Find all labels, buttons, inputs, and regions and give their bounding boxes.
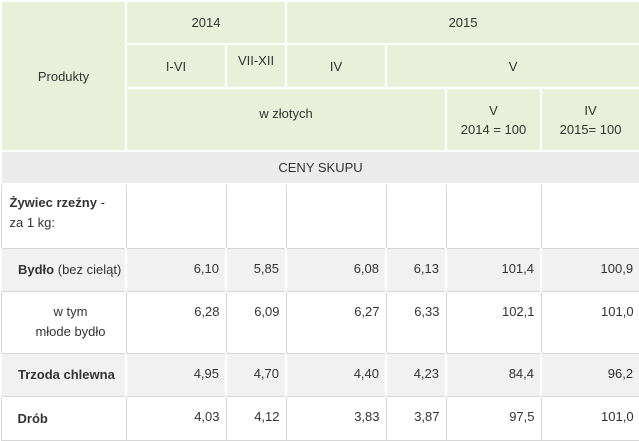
header-unit: w złotych <box>124 87 448 152</box>
row-label: Żywiec rzeźny - za 1 kg: <box>0 183 127 249</box>
value-cell: 4,70 <box>224 352 288 397</box>
row-label: w tym młode bydło <box>0 290 127 354</box>
value-cell: 4,12 <box>225 395 287 441</box>
value-cell: 3,87 <box>385 395 447 441</box>
label: Żywiec rzeźny <box>9 195 97 210</box>
header-period: I-VI <box>125 43 227 89</box>
value-cell: 4,03 <box>125 395 227 441</box>
label-line: w tym <box>53 304 88 319</box>
value-cell: 100,9 <box>540 247 639 292</box>
header-produkty: Produkty <box>0 0 127 152</box>
header-index: IV 2015= 100 <box>540 87 639 152</box>
header-period: V <box>385 43 639 89</box>
value-cell: 4,23 <box>385 352 448 397</box>
index-line: V <box>489 102 498 118</box>
value-cell: 6,09 <box>225 290 287 354</box>
row-label: Drób <box>0 395 127 441</box>
index-line: 2015= 100 <box>559 121 622 137</box>
value-cell: 6,10 <box>125 247 227 292</box>
label: Trzoda chlewna <box>18 367 115 382</box>
value-cell: 4,40 <box>285 352 388 397</box>
header-year: 2015 <box>285 0 639 45</box>
cell <box>225 183 287 249</box>
value-cell: 96,2 <box>540 352 639 397</box>
value-cell: 101,0 <box>540 290 639 354</box>
header-index: V 2014 = 100 <box>445 87 543 152</box>
label-line: młode bydło <box>35 324 106 339</box>
cell <box>125 183 227 249</box>
value-cell: 6,28 <box>125 290 227 354</box>
value-cell: 6,13 <box>385 247 448 292</box>
value-cell: 3,83 <box>285 395 387 441</box>
value-cell: 6,27 <box>285 290 387 354</box>
value-cell: 97,5 <box>445 395 542 441</box>
value-cell: 4,95 <box>125 352 227 397</box>
label: Drób <box>17 410 48 426</box>
row-label: Trzoda chlewna <box>0 352 127 397</box>
section-title: CENY SKUPU <box>0 150 639 185</box>
label-note: - za 1 kg: <box>9 195 105 230</box>
value-cell: 5,85 <box>224 247 288 292</box>
header-year: 2014 <box>124 0 288 45</box>
value-cell: 101,0 <box>540 395 639 441</box>
label: Bydło <box>18 262 55 277</box>
header-period: VII-XII <box>224 43 288 89</box>
index-line: 2014 = 100 <box>460 121 527 137</box>
index-line: IV <box>584 102 597 118</box>
header-period: IV <box>285 43 388 89</box>
label-note: (bez cieląt) <box>57 262 122 277</box>
value-cell: 84,4 <box>445 352 543 397</box>
cell <box>445 183 542 249</box>
cell <box>285 183 387 249</box>
cell <box>540 183 639 249</box>
value-cell: 101,4 <box>445 247 543 292</box>
value-cell: 6,33 <box>385 290 447 354</box>
value-cell: 102,1 <box>445 290 542 354</box>
value-cell: 6,08 <box>285 247 388 292</box>
row-label: Bydło (bez cieląt) <box>0 247 127 292</box>
cell <box>385 183 447 249</box>
